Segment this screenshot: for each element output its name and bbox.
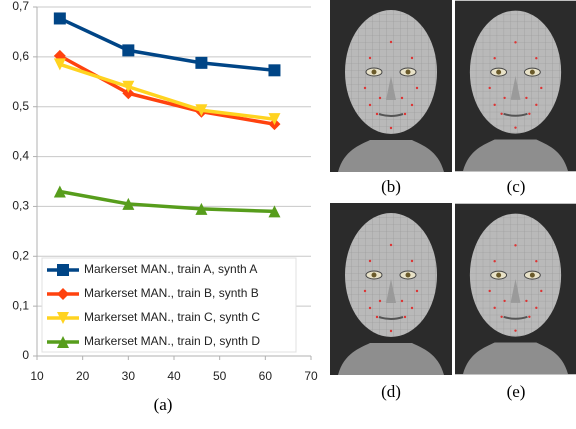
panel-label: (d): [381, 382, 401, 401]
marker: [53, 185, 66, 198]
x-tick-label: 70: [304, 369, 318, 383]
marker: [195, 104, 208, 117]
marker: [195, 56, 208, 69]
legend-marker: [57, 264, 69, 276]
legend-marker: [57, 288, 69, 300]
marker: [195, 202, 208, 215]
legend-label: Markerset MAN., train B, synth B: [84, 286, 259, 300]
panel-label: (b): [381, 177, 401, 196]
y-tick-label: 0,5: [12, 99, 29, 113]
marker: [122, 80, 135, 93]
legend-box: [41, 257, 297, 353]
caption: (a): [154, 395, 173, 414]
panel-label: (c): [507, 177, 526, 196]
x-tick-label: 60: [259, 369, 273, 383]
series-line: [59, 189, 275, 214]
legend-marker: [57, 336, 69, 348]
legend-label: Markerset MAN., train C, synth C: [84, 310, 260, 324]
marker: [53, 12, 66, 25]
y-tick-label: 0,1: [12, 298, 29, 312]
y-tick-label: 0,4: [12, 149, 29, 163]
y-tick-label: 0,7: [12, 0, 29, 13]
x-tick-label: 20: [76, 369, 90, 383]
marker: [268, 113, 281, 126]
x-tick-label: 30: [122, 369, 136, 383]
marker: [122, 87, 135, 100]
face-image: [330, 0, 452, 172]
face-image: [330, 203, 452, 375]
y-tick-label: 0,6: [12, 49, 29, 63]
legend-label: Markerset MAN., train A, synth A: [84, 262, 257, 276]
y-tick-label: 0: [22, 348, 29, 362]
panel-label: (e): [507, 382, 526, 401]
marker: [122, 44, 135, 57]
series-line: [59, 16, 275, 73]
marker: [268, 64, 281, 77]
face-image: [455, 203, 576, 375]
face-image: [455, 0, 576, 172]
series-line: [59, 62, 275, 121]
y-tick-label: 0,2: [12, 248, 29, 262]
marker: [53, 58, 66, 71]
legend-label: Markerset MAN., train D, synth D: [84, 334, 260, 348]
legend-marker: [57, 312, 69, 324]
marker: [268, 205, 281, 218]
x-tick-label: 40: [167, 369, 181, 383]
marker: [122, 197, 135, 210]
x-tick-label: 10: [30, 369, 44, 383]
x-tick-label: 50: [213, 369, 227, 383]
y-tick-label: 0,3: [12, 199, 29, 213]
